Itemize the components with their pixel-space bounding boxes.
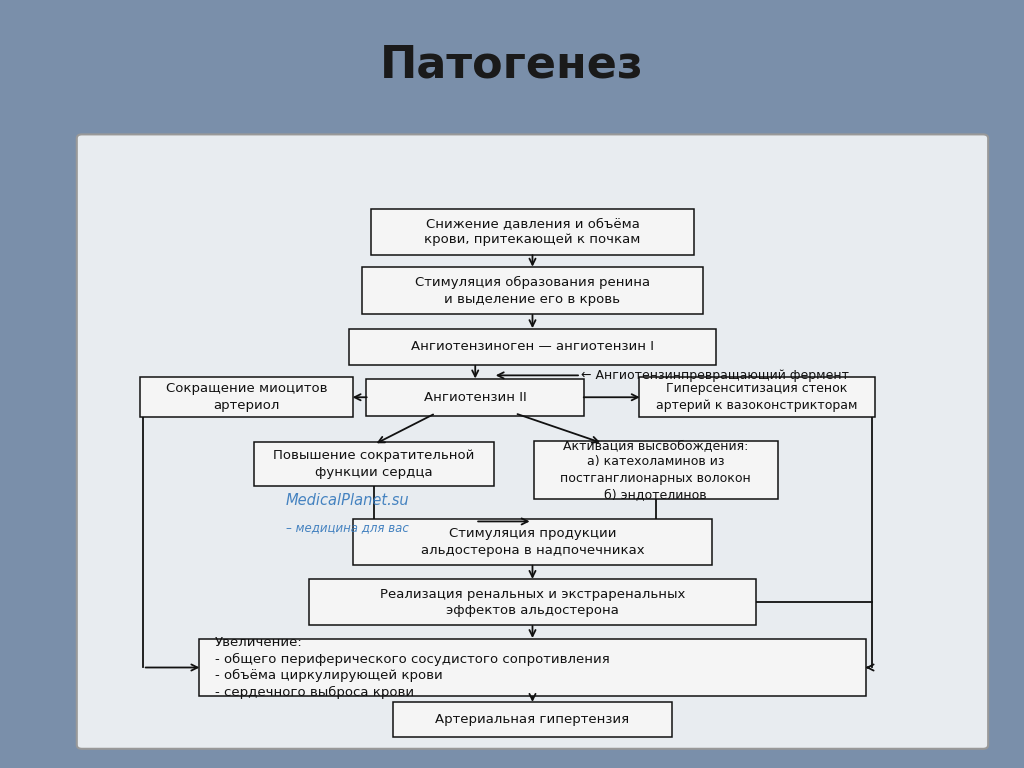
FancyBboxPatch shape [367,379,584,415]
FancyBboxPatch shape [362,267,702,314]
Text: Снижение давления и объёма
крови, притекающей к почкам: Снижение давления и объёма крови, притек… [424,217,641,247]
FancyBboxPatch shape [254,442,494,486]
Text: Активация высвобождения:
а) катехоламинов из
постганглионарных волокон
б) эндоте: Активация высвобождения: а) катехоламино… [560,439,752,502]
FancyBboxPatch shape [139,377,353,417]
FancyBboxPatch shape [77,134,988,749]
FancyBboxPatch shape [534,441,778,499]
Text: Гиперсенситизация стенок
артерий к вазоконстрикторам: Гиперсенситизация стенок артерий к вазок… [656,382,858,412]
Text: Патогенез: Патогенез [380,44,644,87]
FancyBboxPatch shape [353,519,712,565]
FancyBboxPatch shape [349,329,716,366]
Text: MedicalPlanet.su: MedicalPlanet.su [286,493,410,508]
Text: Стимуляция образования ренина
и выделение его в кровь: Стимуляция образования ренина и выделени… [415,276,650,306]
Text: Увеличение:
- общего периферического сосудистого сопротивления
- объёма циркулир: Увеличение: - общего периферического сос… [215,636,609,699]
FancyBboxPatch shape [639,377,874,417]
Text: ← Ангиотензинпревращающий фермент: ← Ангиотензинпревращающий фермент [581,369,849,382]
Text: Реализация ренальных и экстраренальных
эффектов альдостерона: Реализация ренальных и экстраренальных э… [380,588,685,617]
FancyBboxPatch shape [309,579,756,625]
Text: Артериальная гипертензия: Артериальная гипертензия [435,713,630,726]
FancyBboxPatch shape [199,638,866,697]
Text: Стимуляция продукции
альдостерона в надпочечниках: Стимуляция продукции альдостерона в надп… [421,528,644,557]
FancyBboxPatch shape [393,703,672,737]
Text: Ангиотензин II: Ангиотензин II [424,391,526,404]
FancyBboxPatch shape [371,209,694,255]
Text: Повышение сократительной
функции сердца: Повышение сократительной функции сердца [273,449,475,478]
Text: Ангиотензиноген — ангиотензин I: Ангиотензиноген — ангиотензин I [411,340,654,353]
Text: – медицина для вас: – медицина для вас [286,521,409,534]
Text: Сокращение миоцитов
артериол: Сокращение миоцитов артериол [166,382,327,412]
